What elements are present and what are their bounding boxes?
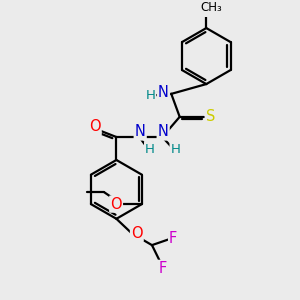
Text: O: O <box>110 196 122 211</box>
Text: S: S <box>206 109 215 124</box>
Text: H: H <box>145 142 155 156</box>
Text: N: N <box>135 124 146 140</box>
Text: H: H <box>145 89 155 102</box>
Text: F: F <box>158 261 166 276</box>
Text: H: H <box>171 142 180 156</box>
Text: O: O <box>131 226 142 241</box>
Text: F: F <box>169 231 177 246</box>
Text: N: N <box>158 85 169 100</box>
Text: N: N <box>158 124 169 140</box>
Text: CH₃: CH₃ <box>200 1 222 14</box>
Text: O: O <box>89 119 100 134</box>
